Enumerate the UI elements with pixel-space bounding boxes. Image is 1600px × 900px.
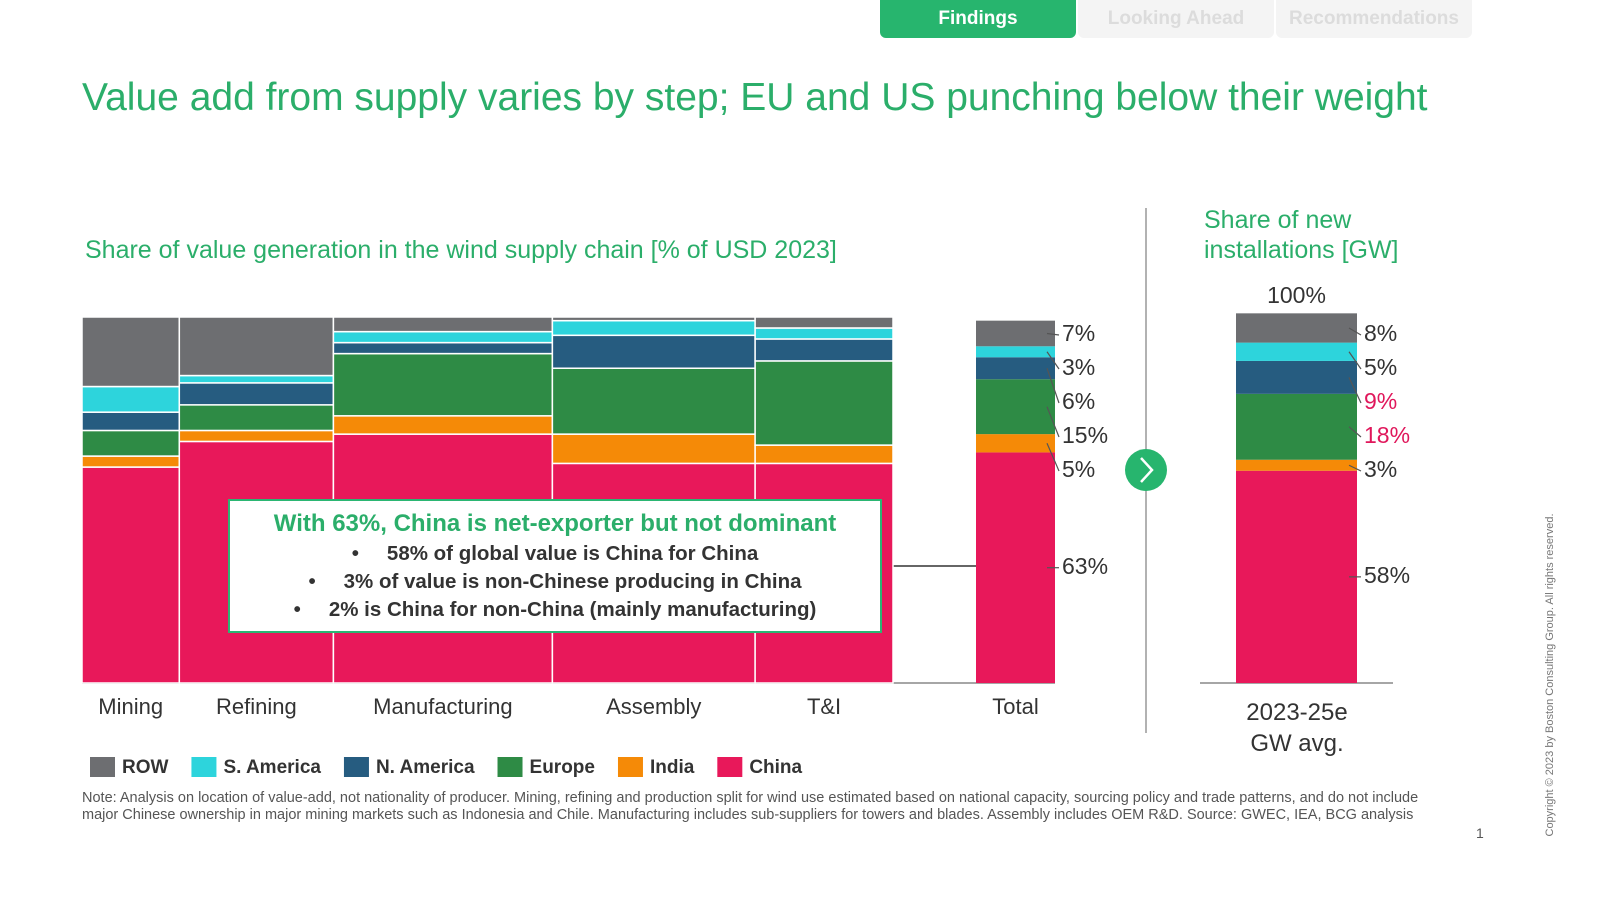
leader-line (1046, 332, 1060, 336)
legend-swatch (343, 757, 369, 777)
bar-segment (178, 374, 335, 384)
total-label: 100% (1267, 282, 1326, 308)
bar-segment (754, 316, 894, 329)
bar-segment (976, 434, 1055, 453)
bar-segment (81, 411, 181, 432)
bar-segment (81, 455, 181, 468)
x-tick-label: Assembly (606, 694, 701, 719)
leader-line (1046, 406, 1060, 438)
bar-segment (754, 327, 894, 340)
legend-label: China (749, 757, 802, 778)
value-label: 15% (1062, 422, 1108, 448)
bar-segment (332, 330, 554, 344)
x-tick-label: Manufacturing (373, 694, 512, 719)
bar-segment (976, 320, 1055, 347)
value-label: 8% (1364, 320, 1397, 346)
x-tick-label: Refining (216, 694, 297, 719)
copyright: Copyright © 2023 by Boston Consulting Gr… (1544, 513, 1556, 837)
bar-segment (754, 338, 894, 362)
bar-segment (754, 444, 894, 465)
page-number: 1 (1476, 825, 1484, 841)
legend-swatch (90, 757, 115, 777)
leader-line (1348, 426, 1362, 438)
value-label: 5% (1364, 354, 1397, 380)
bar-segment (332, 341, 554, 355)
leader-line (1348, 464, 1362, 472)
bar-segment (178, 382, 335, 406)
x-tick-label: Total (992, 694, 1038, 719)
bar-segment (332, 316, 554, 333)
bar-segment (1236, 459, 1357, 471)
chart-title: Share of new installations [GW] (1204, 206, 1399, 264)
bar-segment (81, 316, 181, 388)
bar-segment (332, 352, 554, 417)
bar-segment (976, 379, 1055, 435)
bar-segment (81, 466, 181, 684)
legend-swatch (497, 757, 523, 777)
bar-segment (976, 452, 1055, 683)
value-label: 9% (1364, 388, 1397, 414)
chevron (1140, 457, 1154, 483)
legend-label: Europe (530, 757, 595, 778)
note: Note: Analysis on location of value-add,… (82, 790, 1419, 823)
bar-segment (551, 367, 756, 435)
leader-line (1348, 327, 1362, 336)
bar-segment (178, 429, 335, 443)
callout: With 63%, China is net-exporter but not … (228, 499, 882, 633)
callout-title: With 63%, China is net-exporter but not … (273, 510, 837, 537)
leader-line (1046, 368, 1060, 404)
bar-segment (332, 415, 554, 435)
value-label: 18% (1364, 422, 1410, 448)
tab[interactable]: Recommendations (1276, 0, 1472, 38)
bar-segment (178, 316, 335, 377)
arrow-circle (1125, 449, 1167, 491)
leader-line (1348, 351, 1362, 370)
legend-label: India (650, 757, 695, 778)
callout-bullet: 3% of value is non-Chinese producing in … (230, 570, 880, 594)
tab[interactable]: Findings (880, 0, 1076, 38)
leader-line (1348, 377, 1362, 404)
bar-segment (551, 316, 756, 322)
value-label: 58% (1364, 562, 1410, 588)
chart-title: Share of value generation in the wind su… (85, 236, 837, 264)
bar-segment (178, 404, 335, 432)
legend-swatch (717, 757, 743, 777)
leader-line (1046, 443, 1060, 472)
value-label: 3% (1062, 354, 1095, 380)
callout-bullet: 58% of global value is China for China (230, 542, 880, 566)
x-tick-label: T&I (807, 694, 841, 719)
legend-label: N. America (376, 757, 475, 778)
bar-segment (1236, 360, 1357, 394)
value-label: 63% (1062, 553, 1108, 579)
bar-segment (1236, 342, 1357, 361)
legend-label: S. America (223, 757, 321, 778)
bar-segment (551, 433, 756, 465)
value-label: 7% (1062, 320, 1095, 346)
legend-label: ROW (122, 757, 169, 778)
tab[interactable]: Looking Ahead (1078, 0, 1274, 38)
value-label: 6% (1062, 388, 1095, 414)
value-label: 3% (1364, 456, 1397, 482)
x-tick-label: Mining (98, 694, 163, 719)
bar-segment (551, 334, 756, 369)
legend-swatch (617, 757, 643, 777)
bar-segment (976, 357, 1055, 380)
bar-segment (754, 360, 894, 446)
bar-segment (81, 385, 181, 413)
bar-segment (551, 319, 756, 337)
bar-segment (81, 429, 181, 457)
legend-swatch (191, 757, 217, 777)
headline: Value add from supply varies by step; EU… (82, 76, 1428, 119)
x-tick-label: 2023-25e GW avg. (1246, 699, 1348, 757)
callout-bullet: 2% is China for non-China (mainly manufa… (230, 598, 880, 622)
value-label: 5% (1062, 456, 1095, 482)
bar-segment (1236, 313, 1357, 343)
bar-segment (976, 346, 1055, 358)
leader-line (1046, 351, 1060, 370)
bar-segment (1236, 470, 1357, 683)
bar-segment (1236, 393, 1357, 460)
